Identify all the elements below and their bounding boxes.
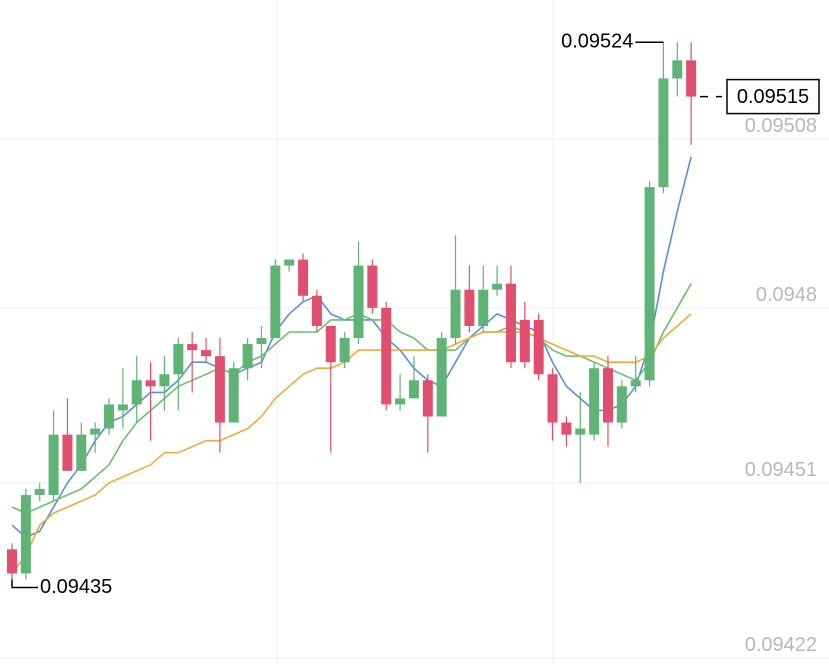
candle-body — [575, 428, 586, 435]
candle-body — [90, 428, 101, 435]
annotations: 0.09524 0.09435 0.09515 — [11, 31, 820, 598]
moving-average-line — [11, 156, 692, 539]
candle-body — [104, 404, 115, 429]
candle-body — [228, 368, 239, 423]
candle-body — [561, 422, 572, 435]
candle-body — [270, 265, 281, 339]
candle-body — [589, 368, 600, 435]
candle-body — [492, 283, 503, 290]
last-price-box — [726, 78, 820, 115]
candle-body — [284, 259, 295, 266]
candle-body — [422, 380, 433, 417]
candle-body — [630, 380, 641, 387]
min-label: 0.09435 — [40, 576, 112, 598]
candle-body — [7, 549, 17, 574]
y-tick-label: 0.09422 — [745, 634, 817, 656]
candle-body — [214, 356, 225, 423]
y-tick-label: 0.09451 — [745, 459, 817, 481]
candle-body — [464, 289, 475, 326]
candle-body — [298, 259, 309, 296]
candle-body — [34, 488, 45, 495]
candle-body — [602, 368, 613, 423]
moving-average-line — [11, 313, 692, 574]
candle-body — [117, 404, 128, 411]
plot — [7, 42, 697, 580]
candle-body — [519, 319, 530, 363]
candle-body — [339, 338, 350, 363]
candle-body — [20, 494, 31, 574]
moving-average-line — [11, 283, 692, 514]
candle-body — [505, 283, 516, 363]
candle-body — [672, 60, 683, 79]
candle-body — [395, 398, 406, 405]
candle-body — [686, 60, 697, 97]
candle-body — [381, 307, 392, 405]
y-tick-label: 0.09508 — [745, 115, 817, 137]
candle-body — [616, 386, 627, 423]
candle-body — [131, 380, 142, 405]
candle-body — [547, 374, 558, 423]
candle-body — [644, 187, 655, 381]
candle-body — [533, 319, 544, 375]
last-price-label: 0.09515 — [737, 86, 809, 108]
candle-body — [145, 380, 156, 387]
candle-body — [408, 380, 419, 399]
candle-body — [256, 338, 267, 345]
y-tick-label: 0.0948 — [756, 284, 817, 306]
candle-body — [76, 434, 87, 471]
candle-body — [367, 265, 378, 308]
candle-body — [450, 289, 461, 339]
candle-body — [201, 350, 212, 357]
candle-body — [325, 325, 336, 363]
candle-body — [353, 265, 364, 339]
candle-body — [187, 344, 198, 351]
candle-body — [658, 78, 669, 188]
grid: 0.09422 0.09451 0.0948 0.09508 — [0, 115, 829, 659]
candle-body — [48, 434, 59, 495]
candle-body — [311, 295, 322, 326]
candle-body — [173, 344, 184, 375]
candle-body — [478, 289, 489, 326]
candle-body — [436, 338, 447, 417]
candle-body — [159, 374, 170, 387]
min-leader — [11, 579, 38, 589]
candle-body — [242, 344, 253, 369]
candle-body — [62, 434, 73, 471]
max-label: 0.09524 — [561, 31, 633, 53]
